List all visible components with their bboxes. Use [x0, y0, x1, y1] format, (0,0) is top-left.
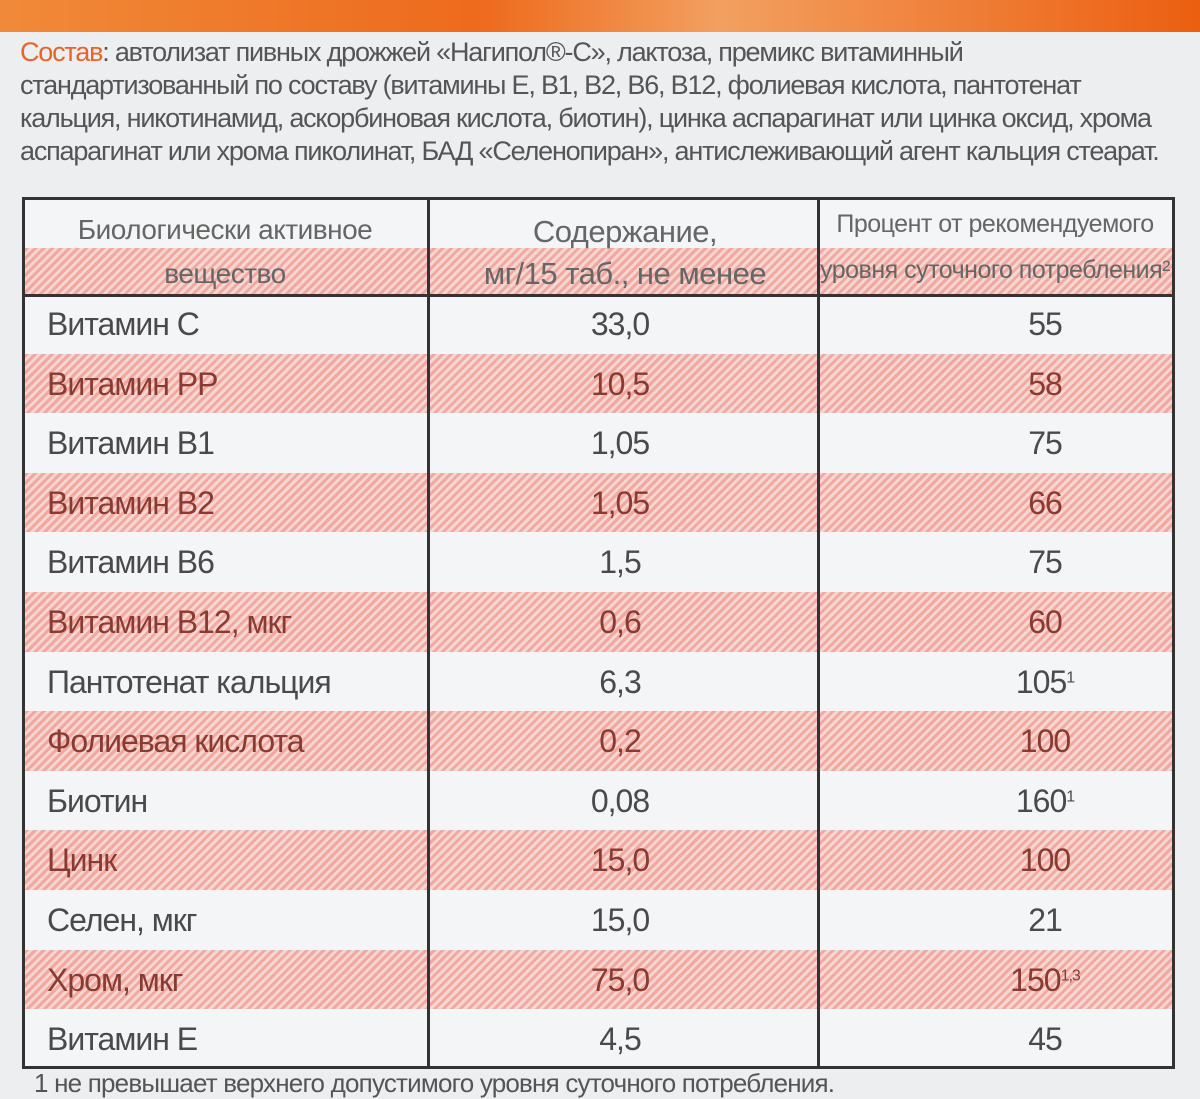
- footnote-ref: 1: [1066, 669, 1075, 687]
- percent: 100: [815, 723, 1200, 760]
- percent-value: 60: [1028, 604, 1063, 640]
- header-amount-l2: мг/15 таб., не менее: [483, 256, 767, 291]
- amount: 75,0: [590, 961, 650, 998]
- header-amount-l1: Содержание,: [532, 214, 718, 249]
- percent: 75: [815, 544, 1200, 581]
- table-row: Витамин С 33,0 55: [25, 294, 1172, 354]
- substance-name: Хром, мкг: [47, 961, 183, 998]
- percent: 1051: [815, 664, 1200, 701]
- substance-name: Селен, мкг: [47, 902, 197, 938]
- table-row: Витамин В6 1,5 75: [25, 532, 1172, 592]
- percent-value: 58: [1028, 365, 1063, 402]
- substance-name: Витамин В2: [47, 484, 215, 521]
- composition-body: : автолизат пивных дрожжей «Нагипол®-С»,…: [20, 37, 1160, 166]
- footnote-ref: 1: [1066, 788, 1075, 806]
- percent-value: 75: [1028, 544, 1063, 581]
- column-divider: [427, 200, 430, 1066]
- percent: 66: [815, 485, 1200, 522]
- table-row: Витамин В1 1,05 75: [25, 413, 1172, 473]
- table-row: Биотин 0,08 1601: [25, 771, 1172, 831]
- percent-value: 150: [1010, 961, 1061, 998]
- header-substance-l2: вещество: [164, 258, 286, 289]
- substance-name: Витамин Е: [47, 1021, 198, 1058]
- amount: 6,3: [599, 663, 641, 700]
- header-stripe: [25, 248, 1172, 294]
- orange-label-band: [0, 0, 1200, 32]
- substance-name: Цинк: [47, 842, 117, 879]
- percent: 75: [815, 425, 1200, 462]
- amount: 1,05: [590, 425, 650, 462]
- table-row: Фолиевая кислота 0,2 100: [25, 711, 1172, 771]
- amount: 1,5: [599, 544, 641, 581]
- percent-value: 66: [1028, 484, 1063, 521]
- composition-text: Состав: автолизат пивных дрожжей «Нагипо…: [20, 36, 1180, 168]
- amount: 10,5: [590, 365, 650, 402]
- percent: 55: [815, 306, 1200, 343]
- percent-value: 21: [1028, 902, 1063, 938]
- amount: 15,0: [590, 902, 650, 938]
- percent: 58: [815, 366, 1200, 403]
- nutrient-table: Биологически активное вещество Содержани…: [22, 197, 1175, 1069]
- footnote: 1 не превышает верхнего допустимого уров…: [34, 1068, 835, 1098]
- percent: 45: [815, 1021, 1200, 1058]
- percent: 1501,3: [815, 962, 1200, 999]
- percent-value: 100: [1019, 723, 1071, 760]
- header-percent-l1: Процент от рекомендуемого: [836, 210, 1154, 238]
- percent: 60: [815, 604, 1200, 641]
- header-substance-l1: Биологически активное: [77, 214, 373, 245]
- percent-value: 55: [1028, 306, 1063, 342]
- percent-value: 75: [1028, 425, 1063, 462]
- amount: 15,0: [590, 842, 650, 879]
- substance-name: Пантотенат кальция: [47, 663, 332, 700]
- substance-name: Витамин С: [47, 306, 200, 342]
- amount: 1,05: [590, 484, 650, 521]
- percent: 1601: [815, 783, 1200, 820]
- amount: 0,08: [590, 782, 650, 819]
- column-divider: [817, 200, 820, 1066]
- substance-name: Фолиевая кислота: [47, 723, 305, 760]
- amount: 0,2: [599, 723, 641, 760]
- footnote-ref: 1,3: [1060, 967, 1081, 985]
- table-row: Витамин В12, мкг 0,6 60: [25, 592, 1172, 652]
- amount: 4,5: [599, 1021, 641, 1058]
- table-row: Витамин Е 4,5 45: [25, 1009, 1172, 1069]
- table-row: Селен, мкг 15,0 21: [25, 890, 1172, 950]
- table-row: Витамин В2 1,05 66: [25, 472, 1172, 533]
- percent-value: 100: [1019, 842, 1071, 879]
- substance-name: Биотин: [47, 782, 148, 819]
- table-row: Хром, мкг 75,0 1501,3: [25, 949, 1172, 1010]
- substance-name: Витамин В6: [47, 544, 215, 581]
- percent-value: 45: [1028, 1021, 1063, 1058]
- table-header: Биологически активное вещество Содержани…: [25, 200, 1172, 297]
- percent: 100: [815, 842, 1200, 879]
- substance-name: Витамин В12, мкг: [47, 604, 292, 640]
- header-percent-l2: уровня суточного потребления²: [820, 256, 1170, 284]
- table-row: Пантотенат кальция 6,3 1051: [25, 652, 1172, 712]
- amount: 0,6: [599, 604, 641, 640]
- table-row: Цинк 15,0 100: [25, 830, 1172, 890]
- composition-label: Состав: [20, 37, 103, 67]
- percent-value: 160: [1015, 782, 1067, 819]
- substance-name: Витамин РР: [47, 365, 218, 402]
- table-row: Витамин РР 10,5 58: [25, 353, 1172, 414]
- percent: 21: [815, 902, 1200, 939]
- substance-name: Витамин В1: [47, 425, 215, 462]
- amount: 33,0: [590, 306, 650, 342]
- percent-value: 105: [1015, 663, 1067, 700]
